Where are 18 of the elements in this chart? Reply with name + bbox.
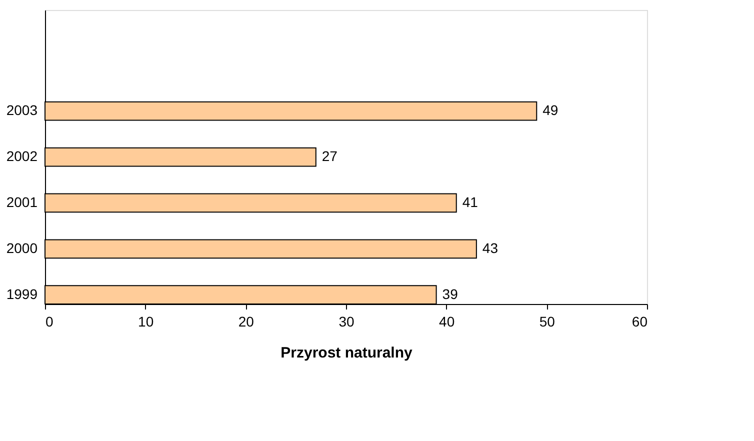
y-tick-label: 2002 — [6, 148, 38, 164]
data-label: 49 — [542, 102, 558, 118]
y-tick-label: 2000 — [6, 240, 38, 256]
y-tick-label: 2003 — [6, 102, 38, 118]
data-label: 41 — [462, 194, 478, 210]
x-axis-title: Przyrost naturalny — [280, 344, 413, 362]
x-tick-label: 50 — [539, 314, 556, 330]
x-tick-label: 20 — [238, 314, 254, 330]
x-tick-label: 0 — [46, 314, 54, 330]
y-tick-label: 1999 — [6, 286, 38, 302]
y-tick-label: 2001 — [6, 194, 38, 210]
x-tick-label: 30 — [338, 314, 354, 330]
data-label: 27 — [322, 148, 338, 164]
data-label: 43 — [482, 240, 498, 256]
data-label: 39 — [442, 286, 458, 302]
x-tick-label: 10 — [138, 314, 154, 330]
x-tick-label: 40 — [439, 314, 455, 330]
x-tick-label: 60 — [632, 314, 648, 330]
